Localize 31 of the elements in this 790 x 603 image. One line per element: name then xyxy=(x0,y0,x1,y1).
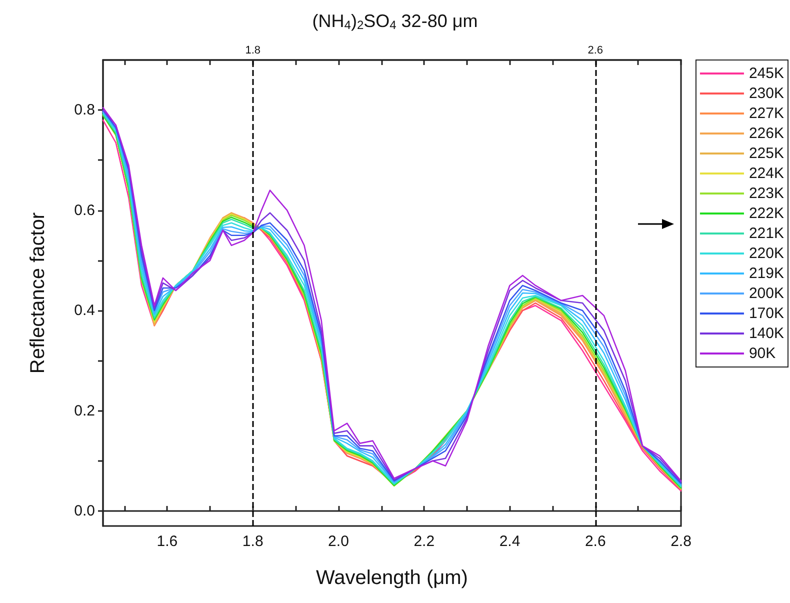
legend-label: 227K xyxy=(748,105,784,122)
legend-label: 223K xyxy=(748,185,784,202)
x-tick-label: 2.4 xyxy=(499,533,520,550)
x-tick-label: 1.8 xyxy=(242,533,264,550)
y-tick-label: 0.2 xyxy=(74,402,95,420)
x-tick-label: 2.2 xyxy=(414,533,435,550)
legend-label: 225K xyxy=(748,145,784,162)
legend-label: 90K xyxy=(748,345,776,362)
legend-label: 140K xyxy=(748,325,784,342)
legend-label: 220K xyxy=(748,245,784,262)
y-tick-label: 0.8 xyxy=(74,102,95,119)
legend-label: 245K xyxy=(748,65,784,82)
x-axis-title: Wavelength (μm) xyxy=(316,567,468,589)
legend-label: 200K xyxy=(748,285,784,302)
x2-tick-label: 1.8 xyxy=(245,44,260,56)
y-axis-title: Reflectance factor xyxy=(27,212,49,374)
x-tick-label: 2.0 xyxy=(328,533,349,550)
y-tick-label: 0.6 xyxy=(74,202,95,219)
legend-label: 221K xyxy=(748,225,784,242)
legend-label: 226K xyxy=(748,125,784,142)
x-tick-label: 2.8 xyxy=(670,533,692,550)
y-tick-label: 0.0 xyxy=(74,502,95,520)
legend-label: 224K xyxy=(748,165,784,182)
legend-label: 170K xyxy=(748,305,784,322)
legend-label: 219K xyxy=(748,265,784,282)
legend-label: 222K xyxy=(748,205,784,222)
x-tick-label: 1.6 xyxy=(156,533,178,550)
x2-tick-label: 2.6 xyxy=(588,44,604,56)
legend-label: 230K xyxy=(748,85,784,102)
x-tick-label: 2.6 xyxy=(584,533,606,550)
y-tick-label: 0.4 xyxy=(74,302,95,320)
